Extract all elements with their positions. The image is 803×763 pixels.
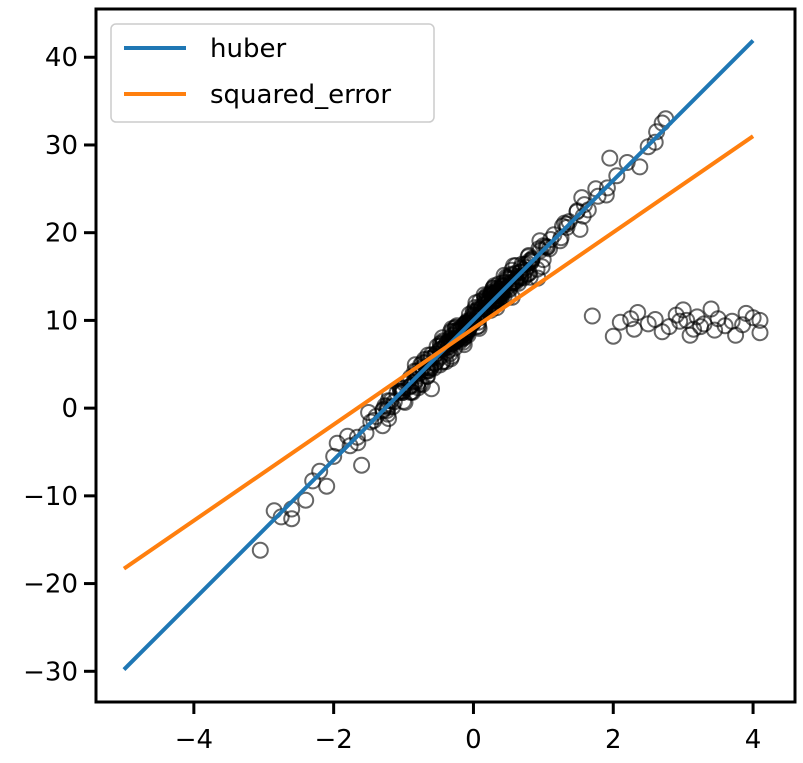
- scatter-point: [646, 133, 664, 151]
- y-tick-label: 10: [45, 306, 78, 336]
- series-line-squared-error: [122, 134, 755, 571]
- series-lines: [122, 39, 755, 671]
- scatter-point: [251, 541, 269, 559]
- scatter-point: [611, 313, 629, 331]
- scatter-point: [374, 417, 392, 435]
- scatter-point: [685, 320, 703, 338]
- scatter-point: [727, 326, 745, 344]
- scatter-point: [500, 279, 518, 297]
- scatter-point: [674, 301, 692, 319]
- x-tick-label: −4: [175, 725, 213, 755]
- scatter-point: [671, 312, 689, 330]
- scatter-point: [751, 311, 769, 329]
- scatter-point: [480, 297, 498, 315]
- scatter-point: [618, 154, 636, 171]
- scatter-point: [297, 491, 315, 509]
- scatter-point: [494, 278, 512, 296]
- y-tick-label: 0: [61, 394, 78, 424]
- scatter-point: [692, 318, 710, 336]
- scatter-point: [353, 456, 371, 474]
- x-tick-label: 4: [745, 725, 762, 755]
- x-tick-label: 2: [605, 725, 622, 755]
- y-tick-label: 40: [45, 43, 78, 73]
- plot-frame: [94, 7, 797, 704]
- scatter-point: [341, 437, 359, 455]
- legend-box: [110, 23, 435, 123]
- scatter-point: [589, 187, 607, 205]
- legend: huber squared_error: [110, 23, 435, 123]
- series-line-huber: [122, 39, 755, 671]
- y-axis: −30 −20 −10 0 10 20 30 40: [23, 43, 96, 687]
- scatter-point: [625, 320, 643, 338]
- scatter-point: [378, 397, 396, 415]
- scatter-point: [629, 304, 647, 321]
- scatter-point: [604, 327, 622, 345]
- x-axis: −4 −2 0 2 4: [175, 702, 762, 755]
- legend-label-squared-error: squared_error: [210, 80, 391, 110]
- y-tick-label: 30: [45, 131, 78, 161]
- scatter-point: [542, 231, 560, 248]
- x-tick-label: −2: [314, 725, 352, 755]
- scatter-point: [583, 307, 601, 325]
- scatter-point: [471, 292, 489, 310]
- scatter-point: [573, 189, 591, 207]
- scatter-point: [531, 232, 549, 250]
- y-tick-label: −10: [23, 482, 78, 512]
- x-tick-label: 0: [465, 725, 482, 755]
- scatter-point: [283, 510, 301, 528]
- scatter-point: [431, 341, 449, 359]
- scatter-point: [318, 477, 336, 495]
- scatter-point: [423, 380, 440, 398]
- scatter-point: [311, 462, 329, 480]
- y-tick-label: −30: [23, 657, 78, 687]
- scatter-point: [601, 149, 619, 167]
- scatter-point: [523, 250, 541, 267]
- scatter-point: [608, 167, 626, 185]
- scatter-point: [360, 404, 378, 421]
- scatter-point: [434, 352, 452, 370]
- scatter-point: [751, 324, 769, 342]
- y-tick-label: −20: [23, 570, 78, 600]
- scatter-point: [598, 179, 616, 197]
- scatter-point: [514, 260, 532, 278]
- legend-label-huber: huber: [210, 34, 286, 64]
- y-tick-label: 20: [45, 219, 78, 249]
